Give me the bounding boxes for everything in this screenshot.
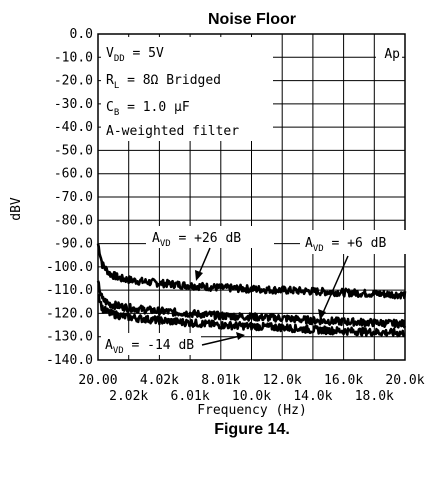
ap-logo: Ap bbox=[384, 47, 400, 62]
x-tick-label: 12.0k bbox=[263, 373, 302, 388]
y-axis-label: dBV bbox=[9, 197, 24, 221]
x-tick-label: 8.01k bbox=[201, 373, 240, 388]
y-tick-label: -130.0 bbox=[46, 330, 93, 345]
y-tick-label: -120.0 bbox=[46, 306, 93, 321]
annotation-14db-bg bbox=[101, 333, 201, 355]
y-tick-label: -110.0 bbox=[46, 283, 93, 298]
y-tick-label: -50.0 bbox=[54, 143, 93, 158]
annotation-6db-arrow bbox=[321, 255, 349, 316]
y-tick-label: -70.0 bbox=[54, 190, 93, 205]
annotation-14db: AVD = -14 dB bbox=[105, 338, 194, 356]
y-tick-label: -60.0 bbox=[54, 167, 93, 182]
y-tick-label: -100.0 bbox=[46, 260, 93, 275]
condition-rl: RL = 8Ω Bridged bbox=[106, 73, 221, 91]
annotation-14db-arrow bbox=[201, 335, 241, 346]
plot-frame bbox=[97, 33, 406, 361]
x-tick-label: 16.0k bbox=[324, 373, 363, 388]
series-group bbox=[96, 243, 407, 338]
x-tick-label: 14.0k bbox=[293, 389, 332, 404]
y-tick-label: 0.0 bbox=[70, 27, 93, 42]
chart-title: Noise Floor bbox=[208, 11, 296, 28]
series-line-0 bbox=[96, 243, 407, 300]
annotation-6db-arrowhead bbox=[318, 309, 326, 320]
conditions-box-bg bbox=[101, 37, 273, 141]
figure-caption: Figure 14. bbox=[214, 421, 290, 438]
y-tick-label: -10.0 bbox=[54, 50, 93, 65]
series-line-1 bbox=[96, 280, 407, 329]
annotation-26db: AVD = +26 dB bbox=[152, 231, 241, 249]
y-tick-label: -40.0 bbox=[54, 120, 93, 135]
condition-cb: CB = 1.0 μF bbox=[106, 100, 190, 118]
condition-filter: A-weighted filter bbox=[106, 124, 239, 139]
y-tick-label: -90.0 bbox=[54, 237, 93, 252]
annotation-14db-arrowhead bbox=[236, 332, 245, 340]
x-tick-label: 18.0k bbox=[355, 389, 394, 404]
annotation-6db: AVD = +6 dB bbox=[305, 236, 386, 254]
annotation-26db-arrowhead bbox=[195, 270, 203, 281]
y-tick-label: -20.0 bbox=[54, 74, 93, 89]
x-tick-label: 20.00 bbox=[78, 373, 117, 388]
x-tick-label: 4.02k bbox=[140, 373, 179, 388]
condition-vdd: VDD = 5V bbox=[106, 46, 164, 64]
annotation-26db-arrow bbox=[197, 247, 211, 277]
y-tick-label: -30.0 bbox=[54, 97, 93, 112]
x-tick-label: 2.02k bbox=[109, 389, 148, 404]
x-axis-ticks: 20.00 4.02k 8.01k 12.0k 16.0k 20.0k 2.02k 6.01k… bbox=[78, 373, 424, 404]
x-axis-label: Frequency (Hz) bbox=[197, 403, 307, 418]
annotation-6db-bg bbox=[300, 230, 428, 254]
series-line-2 bbox=[97, 293, 406, 338]
y-tick-label: -140.0 bbox=[46, 353, 93, 368]
x-tick-label: 10.0k bbox=[232, 389, 271, 404]
ap-logo-bg bbox=[376, 40, 402, 60]
y-axis-ticks: 0.0 -10.0 -20.0 -30.0 -40.0 -50.0 -60.0 -70.0 -8… bbox=[46, 27, 93, 368]
y-tick-label: -80.0 bbox=[54, 213, 93, 228]
x-tick-label: 6.01k bbox=[171, 389, 210, 404]
x-tick-label: 20.0k bbox=[385, 373, 424, 388]
annotation-26db-bg bbox=[146, 226, 274, 248]
